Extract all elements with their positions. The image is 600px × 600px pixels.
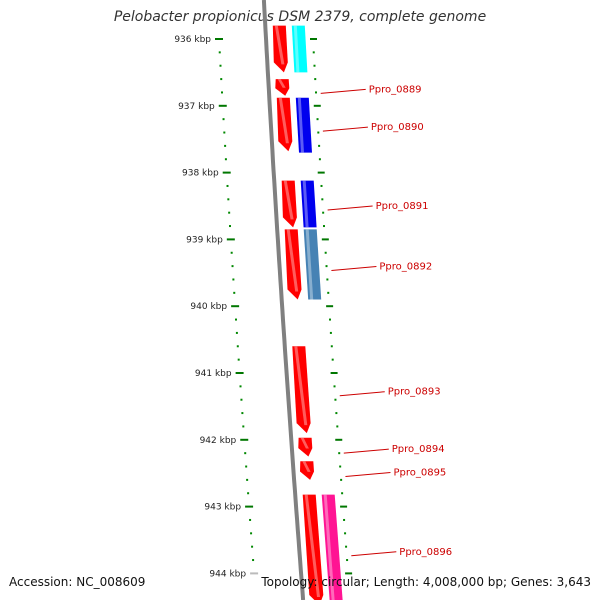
gene-highlight	[300, 437, 309, 449]
leader-line	[351, 551, 397, 557]
gene-label: Ppro_0889	[369, 84, 422, 95]
leader-line	[331, 265, 377, 271]
gene-highlight	[323, 494, 335, 600]
map-title: Pelobacter propionicus DSM 2379, complet…	[113, 9, 487, 25]
leader-line	[322, 126, 368, 132]
leader-line	[345, 472, 391, 478]
gene-label: Ppro_0896	[399, 547, 452, 558]
tick-label: 942 kbp	[200, 436, 237, 446]
tick-label: 941 kbp	[195, 369, 232, 379]
gene-highlight	[274, 25, 285, 65]
gene-label: Ppro_0890	[371, 122, 424, 133]
accession-label: Accession: NC_008609	[9, 575, 146, 589]
gene-layer	[272, 25, 343, 600]
gene-highlight	[304, 494, 320, 597]
gene-highlight	[302, 180, 309, 228]
gene-label: Ppro_0893	[388, 387, 441, 398]
gene-label: Ppro_0891	[376, 201, 429, 212]
gene-highlight	[278, 97, 289, 144]
tick-label: 940 kbp	[190, 302, 227, 312]
gene-ppro-0891	[300, 180, 317, 228]
gene-ppro-0890	[295, 97, 312, 153]
gene-highlight	[302, 461, 311, 472]
gene-highlight	[283, 180, 294, 220]
tick-label: 939 kbp	[186, 235, 223, 245]
tick-layer: 936 kbp 937 kbp 938 kbp 939 kbp 940 kbp 941 k…	[174, 35, 353, 579]
leader-line	[327, 205, 373, 211]
gene-highlight	[305, 229, 314, 300]
tick-label: 943 kbp	[204, 503, 241, 513]
leader-line	[343, 448, 389, 454]
leader-line	[320, 88, 366, 94]
gene-highlight	[297, 97, 304, 153]
tick-label: 936 kbp	[174, 35, 211, 45]
gene-label: Ppro_0895	[393, 468, 446, 479]
gene-label: Ppro_0894	[392, 444, 445, 455]
tick-label: 937 kbp	[178, 102, 215, 112]
gene-label: Ppro_0892	[379, 261, 432, 272]
gene-highlight	[277, 79, 286, 88]
gene-label-layer: Ppro_0889 Ppro_0890 Ppro_0891 Ppro_0892 Ppro…	[320, 84, 452, 558]
tick-label: 938 kbp	[182, 169, 219, 179]
gene-ext-top-cyan	[291, 25, 308, 73]
backbone-line	[261, 0, 306, 600]
gene-highlight	[286, 229, 299, 292]
leader-line	[339, 391, 385, 397]
gene-highlight	[293, 25, 300, 73]
summary-label: Topology: circular; Length: 4,008,000 bp…	[261, 575, 591, 589]
gene-ppro-0889	[275, 79, 290, 96]
gene-highlight	[294, 346, 308, 426]
backbone-layer	[261, 0, 306, 600]
tick-label: 944 kbp	[209, 569, 246, 579]
